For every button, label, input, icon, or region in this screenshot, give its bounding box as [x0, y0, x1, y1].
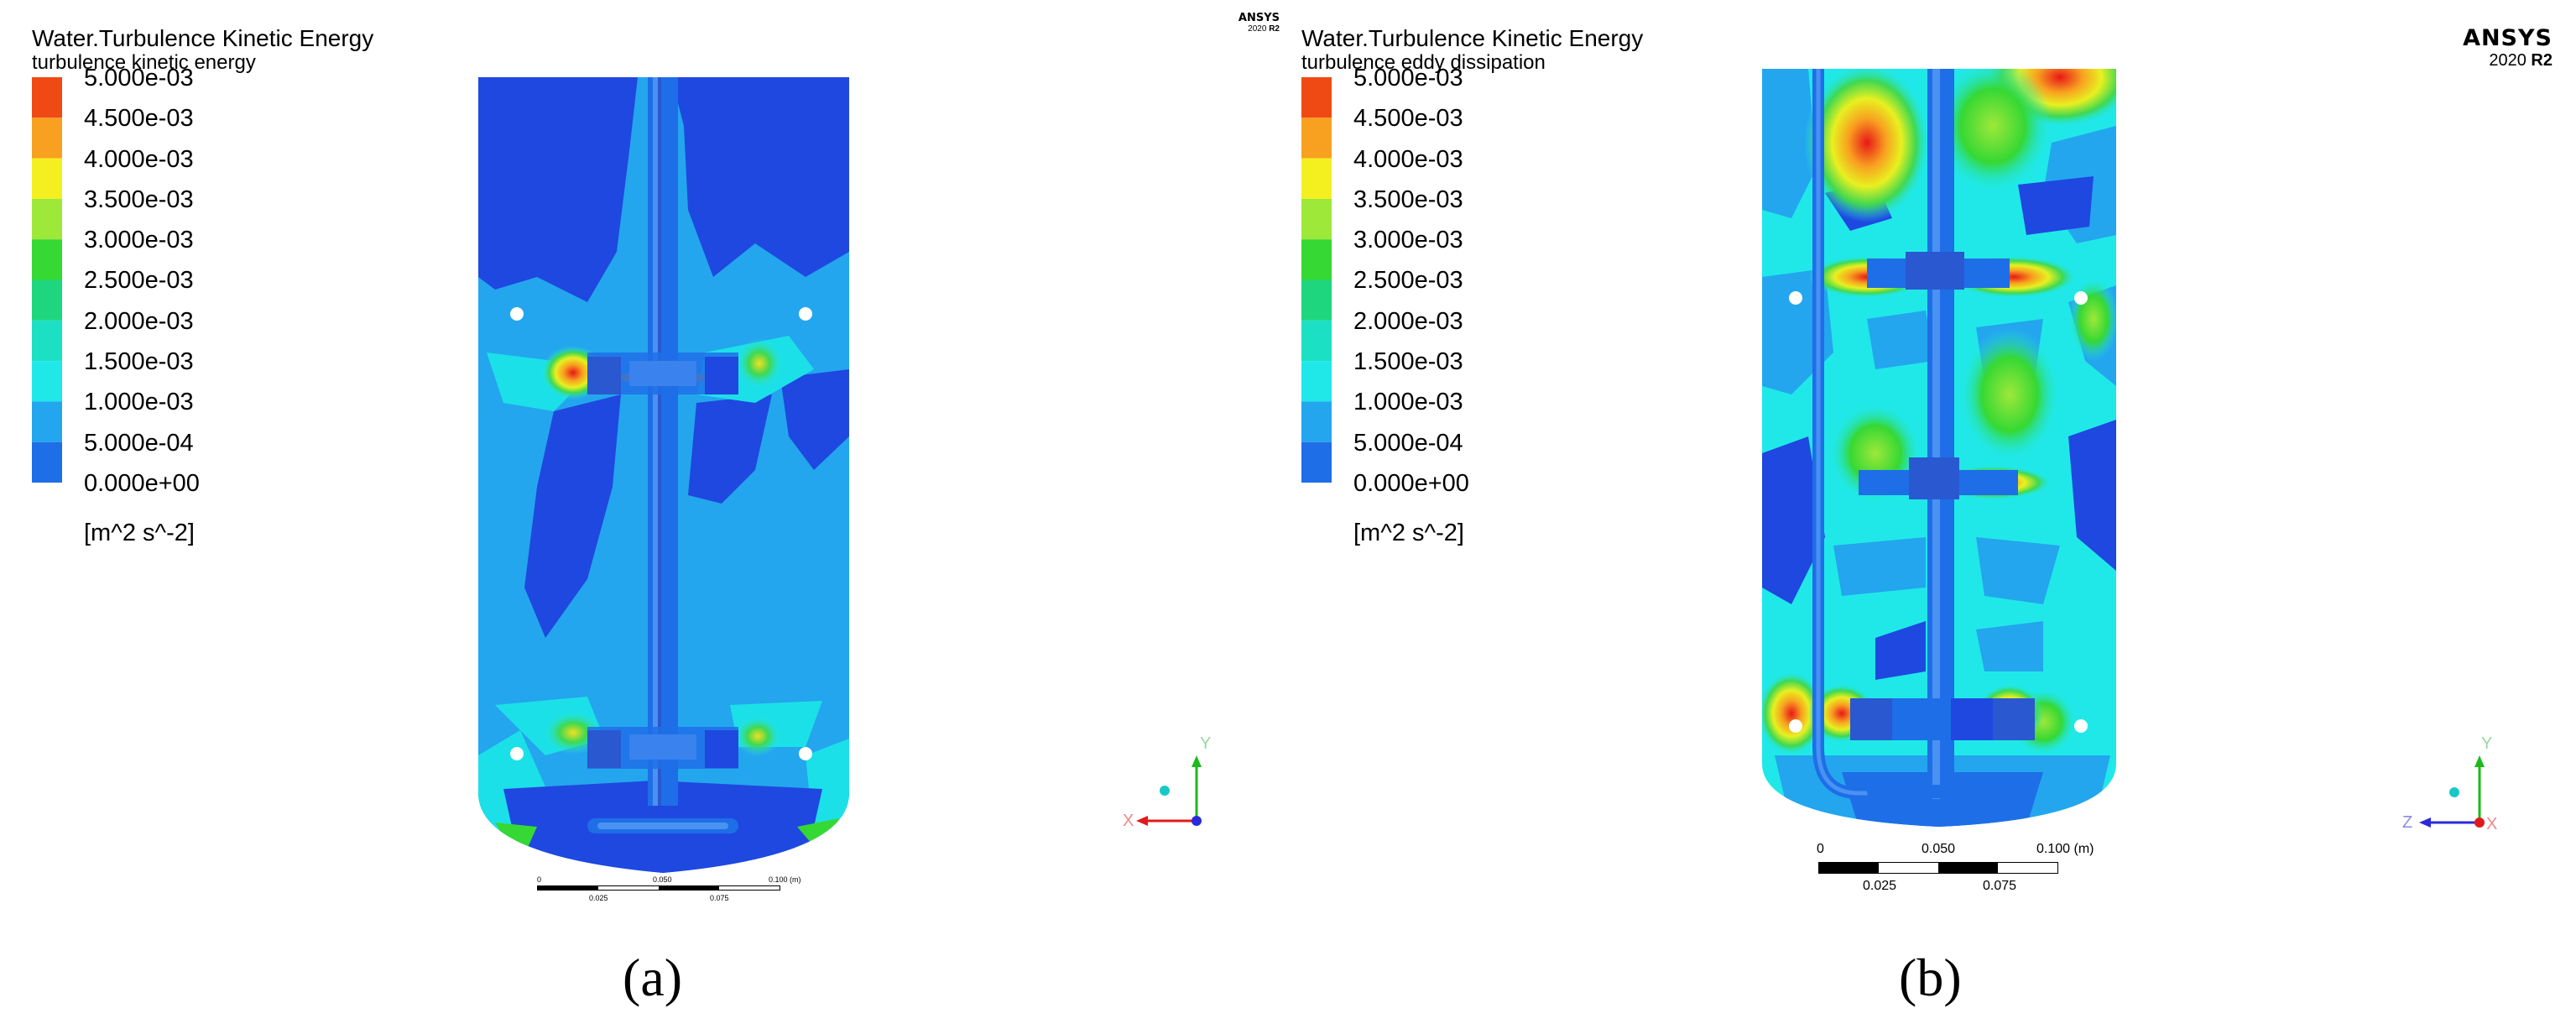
legend-color-bar	[32, 77, 62, 483]
ansys-logo: ANSYS 2020 R2	[2463, 25, 2553, 71]
legend-swatch	[32, 77, 62, 118]
legend-tick: 4.500e-03	[84, 105, 194, 133]
legend-swatch	[32, 401, 62, 442]
scale-label: 0.075	[1983, 879, 2017, 893]
legend-tick: 1.500e-03	[1353, 348, 1463, 376]
legend-swatch	[1301, 239, 1332, 280]
axis-x-label: X	[1123, 812, 1134, 830]
legend-swatch	[32, 239, 62, 280]
legend-tick: 4.000e-03	[1353, 145, 1463, 173]
brand-release: R2	[2531, 51, 2553, 70]
legend-tick: 4.500e-03	[1353, 105, 1463, 133]
legend-tick: 2.000e-03	[1353, 307, 1463, 335]
legend-tick: 4.000e-03	[84, 145, 194, 173]
legend-tick: 3.500e-03	[1353, 185, 1463, 213]
brand-name: ANSYS	[2463, 25, 2553, 51]
scale-label: 0	[537, 875, 542, 884]
scale-bar-track	[1818, 862, 2058, 874]
legend-swatch	[1301, 401, 1332, 442]
legend-swatch	[1301, 158, 1332, 199]
axis-x-label: X	[2486, 815, 2497, 833]
tke-contour-plot	[478, 77, 849, 873]
scale-label: 0.100 (m)	[769, 875, 801, 884]
legend-swatch	[1301, 320, 1332, 362]
legend-tick: 1.000e-03	[1353, 389, 1463, 416]
scale-label: 0	[1817, 842, 1824, 856]
legend-swatch	[32, 361, 62, 402]
legend-swatch	[32, 320, 62, 362]
legend-swatch	[1301, 118, 1332, 159]
brand-version: 2020	[2489, 51, 2532, 70]
legend: Water.Turbulence Kinetic Energy turbulen…	[32, 25, 374, 546]
legend-swatch	[1301, 77, 1332, 118]
scale-bar: 0 0.050 0.100 (m) 0.025 0.075	[1817, 842, 2094, 897]
scale-bar-track	[537, 885, 780, 891]
legend-subtitle: turbulence kinetic energy	[32, 51, 256, 74]
scale-bar: 0 0.050 0.100 (m) 0.025 0.075	[537, 875, 806, 909]
ted-contour-plot	[1762, 69, 2116, 827]
legend-swatch	[32, 158, 62, 199]
legend-swatch	[1301, 279, 1332, 321]
legend-tick: 0.000e+00	[1353, 469, 1469, 497]
scale-label: 0.075	[710, 894, 729, 902]
legend-tick: 2.000e-03	[84, 307, 194, 335]
brand-name: ANSYS	[1238, 12, 1280, 24]
legend-swatch	[1301, 361, 1332, 402]
legend-swatch	[1301, 198, 1332, 240]
panel-b: Water.Turbulence Kinetic Energy turbulen…	[1288, 0, 2576, 1029]
legend-tick: 3.500e-03	[84, 185, 194, 213]
axis-triad: Y X	[1123, 734, 1211, 830]
legend-unit: [m^2 s^-2]	[1353, 520, 1464, 547]
legend-tick: 1.500e-03	[84, 348, 194, 376]
legend-tick: 5.000e-03	[84, 65, 194, 91]
axis-y-label: Y	[1200, 734, 1211, 753]
legend-title: Water.Turbulence Kinetic Energy	[32, 25, 374, 51]
legend-tick: 3.000e-03	[84, 227, 194, 254]
axis-z-label: Z	[2402, 813, 2412, 832]
scale-label: 0.025	[589, 894, 608, 902]
legend-swatch	[32, 279, 62, 321]
legend-unit: [m^2 s^-2]	[84, 520, 195, 547]
brand-release: R2	[1269, 24, 1280, 34]
legend-tick: 5.000e-04	[1353, 429, 1463, 457]
legend-tick: 5.000e-03	[1353, 65, 1463, 91]
scale-label: 0.025	[1863, 879, 1897, 893]
brand-version: 2020	[1248, 24, 1270, 34]
panel-caption: (a)	[623, 948, 683, 1007]
legend-tick: 1.000e-03	[84, 389, 194, 416]
legend-swatch	[32, 118, 62, 159]
legend-tick: 0.000e+00	[84, 469, 200, 497]
legend-color-bar	[1301, 77, 1332, 483]
axis-y-label: Y	[2481, 734, 2492, 753]
legend: Water.Turbulence Kinetic Energy turbulen…	[1301, 25, 1644, 546]
scale-label: 0.050	[1922, 842, 1956, 856]
legend-swatch	[32, 198, 62, 240]
scale-label: 0.100 (m)	[2036, 842, 2094, 856]
legend-swatch	[1301, 441, 1332, 483]
legend-tick: 2.500e-03	[84, 267, 194, 295]
legend-tick: 5.000e-04	[84, 429, 194, 457]
panel-a: Water.Turbulence Kinetic Energy turbulen…	[32, 12, 1280, 1007]
ansys-logo: ANSYS 2020 R2	[1238, 12, 1280, 34]
legend-subtitle: turbulence eddy dissipation	[1301, 51, 1546, 74]
scale-label: 0.050	[653, 875, 672, 884]
legend-title: Water.Turbulence Kinetic Energy	[1301, 25, 1644, 51]
legend-swatch	[32, 441, 62, 483]
legend-tick: 2.500e-03	[1353, 267, 1463, 295]
axis-triad: Y Z X	[2402, 734, 2497, 833]
legend-tick: 3.000e-03	[1353, 227, 1463, 254]
panel-caption: (b)	[1899, 948, 1962, 1007]
